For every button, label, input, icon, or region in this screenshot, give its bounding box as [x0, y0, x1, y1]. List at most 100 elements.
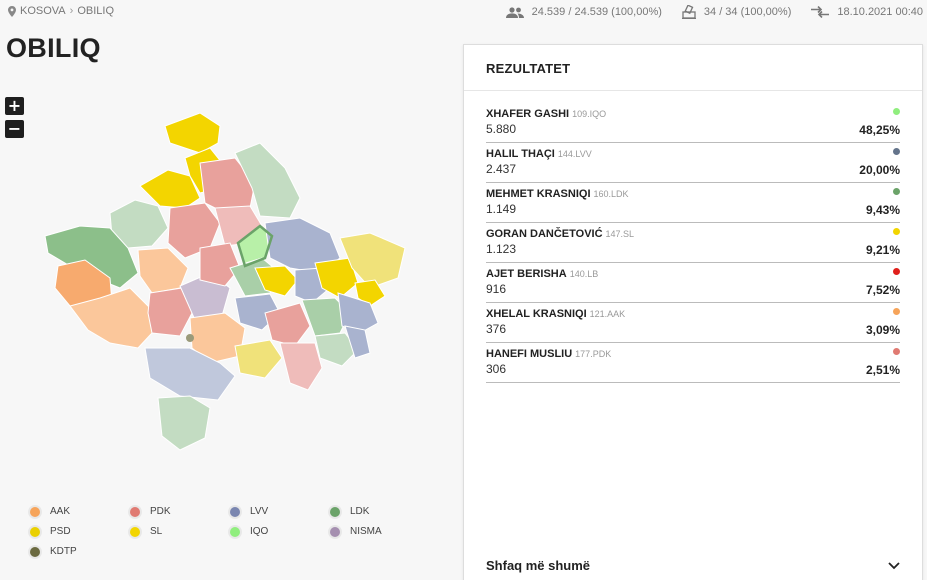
location-pin-icon [8, 5, 16, 17]
candidate-votes: 916 [486, 282, 507, 296]
municipality-region[interactable] [157, 395, 211, 451]
updated-stat: 18.10.2021 00:40 [811, 6, 923, 18]
candidate-percent: 7,52% [865, 283, 900, 297]
municipality-region[interactable] [144, 347, 236, 401]
zoom-in-button[interactable]: + [5, 97, 24, 115]
show-more-button[interactable]: Shfaq më shumë [486, 558, 591, 573]
result-row[interactable]: AJET BERISHA 140.LB 916 7,52% [486, 263, 900, 303]
candidate-percent: 9,43% [865, 203, 900, 217]
results-title: REZULTATET [464, 45, 922, 91]
legend-item: IQO [230, 526, 268, 537]
voters-stat: 24.539 / 24.539 (100,00%) [505, 6, 662, 18]
municipality-region[interactable] [44, 225, 139, 289]
municipality-region[interactable] [199, 242, 241, 287]
municipality-marker[interactable] [186, 334, 194, 342]
candidate-party: 147.SL [605, 229, 635, 239]
stations-stat: 34 / 34 (100,00%) [681, 5, 792, 19]
result-row[interactable]: GORAN DANČETOVIĆ 147.SL 1.123 9,21% [486, 223, 900, 263]
municipality-region[interactable] [339, 232, 406, 289]
legend-label: SL [150, 526, 163, 537]
candidate-percent: 9,21% [865, 243, 900, 257]
legend-item: NISMA [330, 526, 382, 537]
legend-item: KDTP [30, 546, 77, 557]
top-bar: KOSOVA › OBILIQ 24.539 / 24.539 (100,00%… [0, 0, 927, 24]
municipality-region[interactable] [314, 257, 359, 299]
candidate-percent: 20,00% [859, 163, 900, 177]
legend-item: SL [130, 526, 162, 537]
candidate-votes: 376 [486, 322, 507, 336]
candidate-name: HALIL THAÇI 144.LVV [486, 148, 592, 160]
breadcrumb-current[interactable]: OBILIQ [77, 5, 115, 17]
result-row[interactable]: HANEFI MUSLIU 177.PDK 306 2,51% [486, 343, 900, 383]
party-color-dot [893, 148, 900, 155]
municipality-region[interactable] [164, 112, 221, 154]
candidate-party: 140.LB [569, 269, 599, 279]
candidate-votes: 5.880 [486, 122, 517, 136]
chevron-right-icon: › [69, 5, 74, 17]
ballot-box-icon [681, 5, 696, 19]
page-title: OBILIQ [6, 33, 101, 63]
legend-item: PSD [30, 526, 71, 537]
legend-item: AAK [30, 506, 70, 517]
party-color-dot [893, 268, 900, 275]
legend-label: NISMA [350, 526, 382, 537]
municipality-region[interactable] [234, 142, 301, 219]
party-color-dot [893, 188, 900, 195]
updated-value: 18.10.2021 00:40 [837, 6, 923, 18]
candidate-votes: 306 [486, 362, 507, 376]
legend-label: PSD [50, 526, 71, 537]
zoom-out-button[interactable]: − [5, 120, 24, 138]
municipality-region[interactable] [264, 302, 311, 347]
result-row[interactable]: MEHMET KRASNIQI 160.LDK 1.149 9,43% [486, 183, 900, 223]
candidate-name: MEHMET KRASNIQI 160.LDK [486, 188, 629, 200]
legend-item: PDK [130, 506, 171, 517]
municipality-region[interactable] [354, 279, 386, 307]
legend-dot [130, 526, 140, 537]
result-row[interactable]: XHAFER GASHI 109.IQO 5.880 48,25% [486, 103, 900, 143]
legend-label: LDK [350, 506, 370, 517]
candidate-name: AJET BERISHA 140.LB [486, 268, 599, 280]
candidate-percent: 48,25% [859, 123, 900, 137]
legend-dot [30, 526, 40, 537]
breadcrumb-root[interactable]: KOSOVA [20, 5, 66, 17]
legend-dot [330, 506, 340, 517]
municipality-region[interactable] [254, 265, 299, 297]
legend-dot [30, 546, 40, 557]
legend-label: LVV [250, 506, 269, 517]
legend-item: LDK [330, 506, 369, 517]
candidate-votes: 1.149 [486, 202, 517, 216]
municipality-region[interactable] [314, 332, 359, 367]
legend-label: PDK [150, 506, 171, 517]
candidate-party: 177.PDK [575, 349, 612, 359]
legend-dot [30, 506, 40, 517]
candidate-votes: 2.437 [486, 162, 517, 176]
chevron-down-icon[interactable] [888, 562, 900, 570]
voters-value: 24.539 / 24.539 (100,00%) [531, 6, 662, 18]
candidate-party: 109.IQO [572, 109, 607, 119]
municipality-region[interactable] [337, 292, 379, 334]
legend-label: KDTP [50, 546, 77, 557]
result-row[interactable]: HALIL THAÇI 144.LVV 2.437 20,00% [486, 143, 900, 183]
candidate-name: XHAFER GASHI 109.IQO [486, 108, 607, 120]
municipality-region[interactable] [279, 342, 323, 391]
candidate-percent: 3,09% [865, 323, 900, 337]
municipality-region[interactable] [234, 339, 283, 379]
municipality-region[interactable] [139, 169, 201, 209]
stations-value: 34 / 34 (100,00%) [703, 6, 792, 18]
candidate-name: HANEFI MUSLIU 177.PDK [486, 348, 612, 360]
legend-label: IQO [250, 526, 269, 537]
municipality-map[interactable] [40, 108, 410, 456]
legend-item: LVV [230, 506, 268, 517]
candidate-party: 121.AAK [589, 309, 626, 319]
legend-label: AAK [50, 506, 71, 517]
selected-municipality-outline [236, 224, 274, 268]
party-color-dot [893, 108, 900, 115]
party-color-dot [893, 348, 900, 355]
candidate-party: 144.LVV [557, 149, 592, 159]
results-panel: REZULTATET XHAFER GASHI 109.IQO 5.880 48,25… [463, 44, 923, 580]
result-row[interactable]: XHELAL KRASNIQI 121.AAK 376 3,09% [486, 303, 900, 343]
legend-dot [130, 506, 140, 517]
municipality-region[interactable] [344, 325, 371, 359]
legend-dot [230, 526, 240, 537]
candidate-votes: 1.123 [486, 242, 517, 256]
